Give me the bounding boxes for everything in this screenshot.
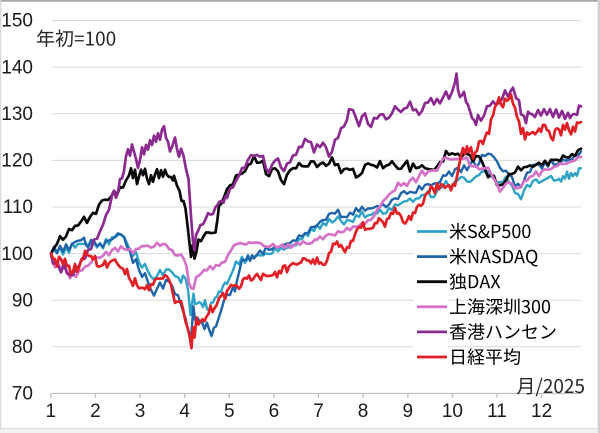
svg-text:3: 3	[135, 401, 146, 422]
svg-text:8: 8	[358, 401, 369, 422]
svg-text:100: 100	[1, 244, 33, 265]
svg-text:9: 9	[403, 401, 414, 422]
svg-text:10: 10	[442, 401, 463, 422]
svg-text:7: 7	[313, 401, 324, 422]
svg-text:130: 130	[1, 104, 33, 125]
svg-text:6: 6	[269, 401, 280, 422]
svg-text:90: 90	[12, 290, 33, 311]
svg-text:5: 5	[224, 401, 235, 422]
svg-text:1: 1	[46, 401, 57, 422]
svg-text:4: 4	[179, 401, 190, 422]
svg-text:11: 11	[487, 401, 507, 422]
svg-text:12: 12	[531, 401, 552, 422]
svg-text:110: 110	[3, 197, 33, 218]
svg-text:120: 120	[1, 151, 33, 172]
svg-text:150: 150	[1, 11, 33, 32]
svg-text:140: 140	[1, 57, 33, 78]
svg-text:70: 70	[12, 384, 33, 405]
svg-text:2: 2	[90, 401, 101, 422]
svg-text:80: 80	[12, 337, 33, 358]
